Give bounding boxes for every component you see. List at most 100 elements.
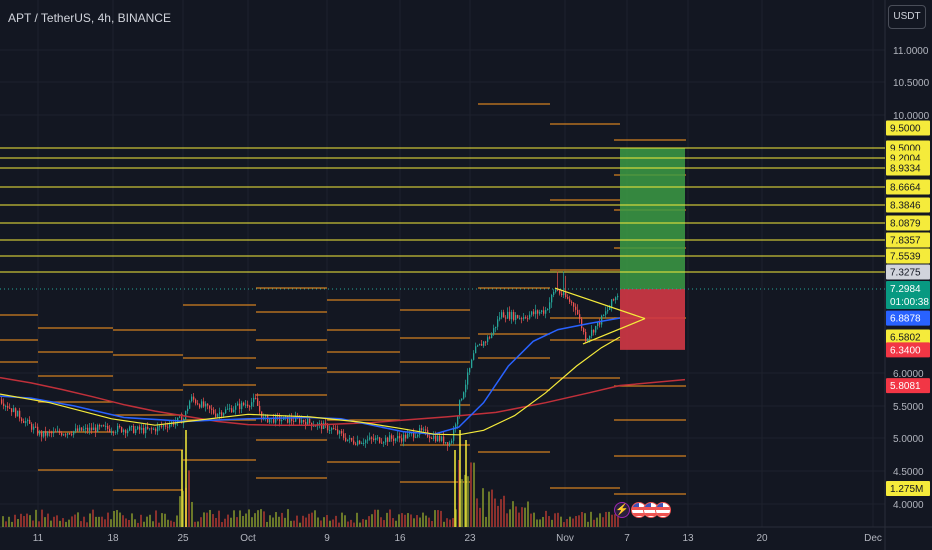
candle-body bbox=[27, 419, 29, 422]
x-axis-label: 18 bbox=[107, 533, 119, 544]
us-flag-icon[interactable] bbox=[655, 502, 671, 518]
candle-body bbox=[115, 431, 117, 433]
candle-body bbox=[255, 397, 257, 399]
candle-body bbox=[497, 319, 499, 327]
candle-body bbox=[521, 318, 523, 320]
candle-body bbox=[295, 416, 297, 422]
candle-body bbox=[357, 440, 359, 445]
volume-bar bbox=[548, 516, 550, 527]
candle-body bbox=[605, 311, 607, 315]
candle-body bbox=[385, 437, 387, 443]
price-level-label-bg bbox=[886, 215, 930, 231]
volume-bar bbox=[227, 514, 229, 527]
profit-zone bbox=[620, 148, 685, 289]
volume-bar bbox=[140, 514, 142, 527]
volume-bar bbox=[326, 515, 328, 527]
candle-body bbox=[391, 435, 393, 439]
volume-bar bbox=[203, 512, 205, 527]
candle-body bbox=[523, 317, 525, 319]
candle-body bbox=[379, 437, 381, 443]
candle-body bbox=[45, 431, 47, 436]
volume-bar bbox=[500, 499, 502, 527]
volume-bar bbox=[224, 518, 226, 527]
candle-body bbox=[211, 408, 213, 410]
candle-body bbox=[531, 311, 533, 315]
candle-body bbox=[443, 436, 445, 444]
symbol-title[interactable]: APT / TetherUS, 4h, BINANCE bbox=[8, 11, 171, 25]
volume-bar bbox=[68, 519, 70, 527]
candle-body bbox=[307, 418, 309, 426]
candle-body bbox=[553, 291, 555, 295]
volume-bar bbox=[41, 509, 43, 527]
candle-body bbox=[433, 435, 435, 439]
candle-body bbox=[55, 431, 57, 433]
candle-body bbox=[209, 405, 211, 409]
indicator-label-bg bbox=[886, 378, 930, 394]
price-level-label: 7.3275 bbox=[890, 268, 921, 279]
volume-bar bbox=[17, 519, 19, 527]
volume-bar bbox=[71, 516, 73, 527]
candle-body bbox=[499, 317, 501, 320]
volume-bar bbox=[362, 519, 364, 527]
candle-body bbox=[79, 427, 81, 431]
volume-bar bbox=[449, 519, 451, 527]
y-axis-label: 6.0000 bbox=[893, 369, 924, 380]
candle-body bbox=[145, 426, 147, 434]
candle-body bbox=[161, 425, 163, 427]
volume-bar bbox=[146, 516, 148, 527]
candle-body bbox=[479, 343, 481, 346]
volume-bar bbox=[200, 517, 202, 527]
candle-body bbox=[73, 431, 75, 435]
volume-bar bbox=[377, 509, 379, 527]
candle-body bbox=[245, 404, 247, 406]
lightning-icon[interactable]: ⚡ bbox=[614, 502, 630, 518]
candle-body bbox=[565, 291, 567, 298]
volume-bar bbox=[608, 511, 610, 527]
volume-bar bbox=[434, 510, 436, 527]
volume-bar bbox=[533, 512, 535, 527]
volume-bar bbox=[26, 513, 28, 527]
candle-body bbox=[561, 293, 563, 296]
volume-bar bbox=[182, 490, 184, 527]
volume-bar bbox=[593, 519, 595, 527]
candle-body bbox=[401, 438, 403, 442]
candle-body bbox=[259, 405, 261, 412]
candle-body bbox=[413, 432, 415, 438]
ma-red-line bbox=[0, 376, 621, 426]
candle-body bbox=[203, 401, 205, 407]
volume-bar bbox=[587, 521, 589, 527]
bar-countdown: 01:00:38 bbox=[890, 297, 929, 308]
candle-body bbox=[415, 436, 417, 438]
candle-body bbox=[581, 319, 583, 329]
indicator-label: 6.8878 bbox=[890, 314, 921, 325]
volume-bar bbox=[290, 520, 292, 527]
candle-body bbox=[141, 427, 143, 430]
y-axis-label: 4.0000 bbox=[893, 500, 924, 511]
candle-body bbox=[207, 403, 209, 406]
candle-body bbox=[349, 438, 351, 440]
candle-body bbox=[373, 438, 375, 441]
x-axis-label: 20 bbox=[756, 533, 768, 544]
candle-body bbox=[17, 410, 19, 417]
currency-button[interactable]: USDT bbox=[888, 5, 926, 29]
candle-body bbox=[227, 408, 229, 410]
candle-body bbox=[155, 428, 157, 432]
candle-body bbox=[125, 430, 127, 434]
volume-bar bbox=[218, 510, 220, 527]
candle-body bbox=[117, 425, 119, 432]
price-level-label-bg bbox=[886, 264, 930, 280]
volume-bar bbox=[407, 513, 409, 527]
candle-body bbox=[169, 424, 171, 428]
volume-bar bbox=[581, 511, 583, 527]
candle-body bbox=[389, 435, 391, 442]
volume-bar bbox=[128, 519, 130, 527]
candle-body bbox=[91, 427, 93, 431]
volume-bar bbox=[209, 509, 211, 527]
candle-body bbox=[35, 426, 37, 428]
volume-bar bbox=[563, 522, 565, 527]
candle-body bbox=[539, 311, 541, 314]
candle-body bbox=[397, 436, 399, 439]
volume-bar bbox=[560, 516, 562, 527]
candle-body bbox=[11, 408, 13, 413]
